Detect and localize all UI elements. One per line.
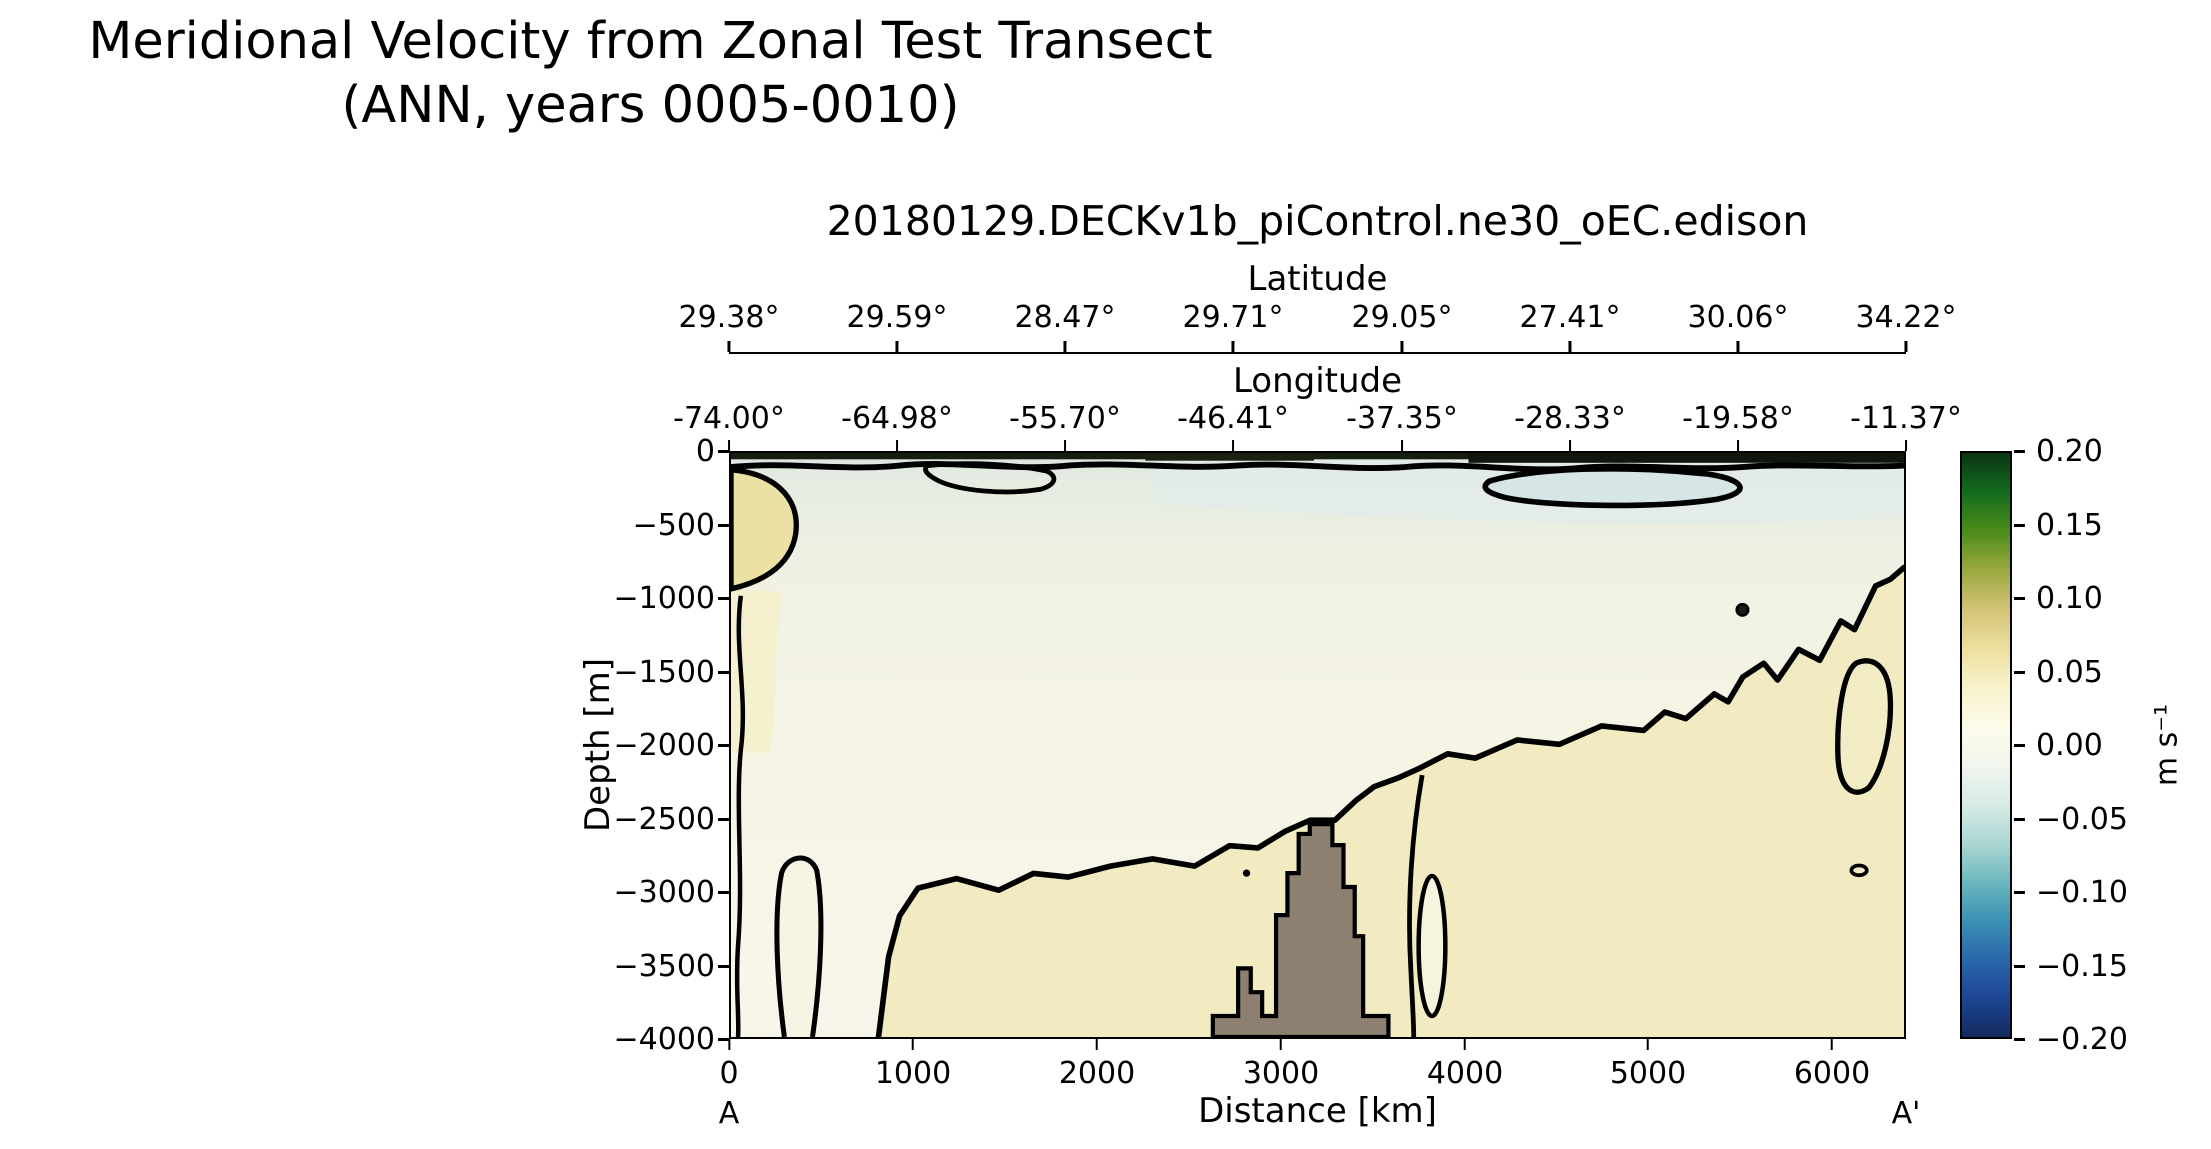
distance-axis-label: Distance [km] xyxy=(1198,1091,1437,1131)
longitude-tick: -55.70° xyxy=(1009,401,1121,436)
y-axis-tick: −1500 xyxy=(532,654,729,691)
y-axis-tick: −1000 xyxy=(532,580,729,617)
figure-title-line1: Meridional Velocity from Zonal Test Tran… xyxy=(88,12,1213,71)
depth-axis-label: Depth [m] xyxy=(578,657,618,833)
longitude-tick: -28.33° xyxy=(1514,401,1626,436)
x-axis-tick: 6000 xyxy=(1793,1056,1871,1091)
transect-plot-area xyxy=(729,451,1906,1039)
figure-title-line2: (ANN, years 0005-0010) xyxy=(341,76,960,135)
bottom-finger-contour xyxy=(774,855,824,1037)
latitude-tick: 30.06° xyxy=(1687,300,1789,335)
colorbar-gradient xyxy=(1962,453,2010,1037)
latitude-tick: 28.47° xyxy=(1014,300,1116,335)
surface-zero-contour-line xyxy=(731,461,1904,473)
colorbar-tick: −0.20 xyxy=(2014,1022,2128,1057)
longitude-tick: -37.35° xyxy=(1346,401,1458,436)
latitude-tick: 34.22° xyxy=(1855,300,1957,335)
colorbar-tick: 0.05 xyxy=(2014,655,2103,690)
endpoint-a-label: A xyxy=(718,1096,740,1131)
zero-contour-line xyxy=(875,564,1904,1037)
latitude-tick: 29.71° xyxy=(1182,300,1284,335)
colorbar-tick: 0.10 xyxy=(2014,581,2103,616)
left-boundary-jet-contour xyxy=(731,467,799,592)
longitude-tick: -64.98° xyxy=(841,401,953,436)
y-axis-tick: −4000 xyxy=(532,1021,729,1058)
longitude-tick: -19.58° xyxy=(1682,401,1794,436)
colorbar-tick: 0.15 xyxy=(2014,508,2103,543)
y-axis-tick: −3000 xyxy=(532,874,729,911)
colorbar-unit-label: m s⁻¹ xyxy=(2149,703,2185,787)
latitude-tick: 29.05° xyxy=(1351,300,1453,335)
left-vertical-contour xyxy=(734,595,746,1037)
x-axis-tick: 3000 xyxy=(1242,1056,1320,1091)
endpoint-a-prime-label: A' xyxy=(1891,1096,1921,1131)
colorbar xyxy=(1960,451,2012,1039)
y-axis-tick: 0 xyxy=(532,433,729,470)
longitude-axis-label: Longitude xyxy=(1232,361,1403,401)
channel-contour-line xyxy=(1407,774,1425,1037)
surface-dark-band-right xyxy=(1468,453,1904,463)
surface-dark-band xyxy=(731,453,1904,460)
longitude-tick: -74.00° xyxy=(673,401,785,436)
plot-title: 20180129.DECKv1b_piControl.ne30_oEC.edis… xyxy=(826,197,1809,245)
latitude-tick: 29.59° xyxy=(846,300,948,335)
positive-region-fill xyxy=(878,567,1904,1037)
x-axis-tick: 2000 xyxy=(1058,1056,1136,1091)
latitude-axis-label: Latitude xyxy=(1247,259,1388,299)
longitude-tick: -11.37° xyxy=(1850,401,1962,436)
x-axis-tick: 1000 xyxy=(874,1056,952,1091)
y-axis-tick: −3500 xyxy=(532,948,729,985)
latitude-tick: 27.41° xyxy=(1519,300,1621,335)
surface-loop-contour xyxy=(923,461,1057,495)
bathymetry-path xyxy=(1210,822,1391,1037)
colorbar-tick: 0.20 xyxy=(2014,434,2103,469)
surface-blue-pool-contour xyxy=(1482,466,1743,509)
transect-plot-svg xyxy=(731,453,1904,1037)
y-axis-tick: −2000 xyxy=(532,727,729,764)
small-closed-contour xyxy=(1849,863,1869,878)
colorbar-tick: 0.00 xyxy=(2014,728,2103,763)
surface-dark-band-mid xyxy=(1145,453,1314,461)
channel-closed-contour xyxy=(1416,873,1448,1019)
latitude-tick: 29.38° xyxy=(678,300,780,335)
right-closed-contour xyxy=(1835,658,1894,795)
colorbar-tick: −0.10 xyxy=(2014,875,2128,910)
small-closed-contour xyxy=(1735,602,1750,617)
x-axis-tick: 5000 xyxy=(1609,1056,1687,1091)
small-closed-contour xyxy=(1242,869,1251,877)
x-axis-tick: 4000 xyxy=(1426,1056,1504,1091)
latitude-axis-spine xyxy=(729,352,1906,355)
longitude-tick: -46.41° xyxy=(1177,401,1289,436)
y-axis-tick: −2500 xyxy=(532,801,729,838)
figure-title: Meridional Velocity from Zonal Test Tran… xyxy=(8,10,1293,138)
y-axis-tick: −500 xyxy=(532,507,729,544)
colorbar-tick: −0.05 xyxy=(2014,802,2128,837)
colorbar-tick: −0.15 xyxy=(2014,949,2128,984)
x-axis-tick: 0 xyxy=(719,1056,739,1091)
